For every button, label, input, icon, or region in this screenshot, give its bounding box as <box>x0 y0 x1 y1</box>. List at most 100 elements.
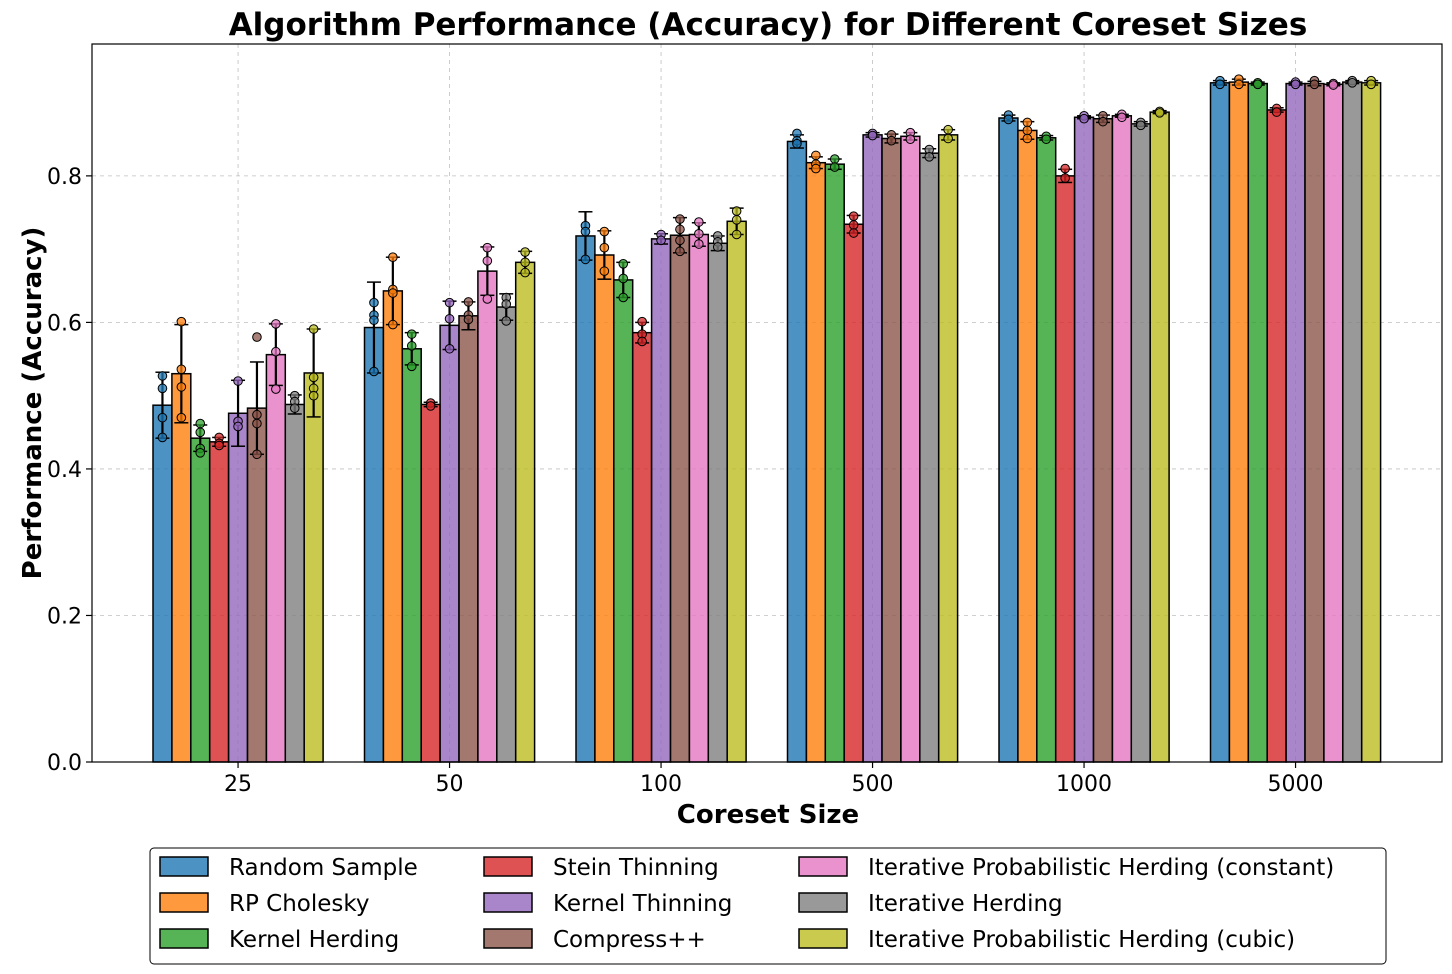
bar <box>594 254 615 763</box>
data-point <box>886 135 897 146</box>
bar <box>1149 111 1170 763</box>
bar <box>1130 123 1151 763</box>
data-point <box>195 448 206 458</box>
data-point <box>792 138 802 149</box>
data-point <box>482 294 493 304</box>
y-axis-label: Performance (Accuracy) <box>18 227 48 580</box>
x-tick-label: 100 <box>640 772 682 797</box>
legend-swatch <box>798 856 848 877</box>
data-point <box>1022 117 1033 128</box>
data-point <box>848 228 859 238</box>
legend-swatch <box>798 892 848 913</box>
data-point <box>444 313 455 324</box>
bar <box>862 134 883 763</box>
bar <box>1017 129 1038 763</box>
data-point <box>388 252 398 263</box>
bar <box>707 242 728 763</box>
legend-swatch <box>483 892 533 913</box>
data-point <box>157 383 168 394</box>
data-point <box>618 273 629 284</box>
bar <box>246 407 268 763</box>
bar <box>824 163 845 763</box>
data-point <box>369 315 379 326</box>
data-point <box>1060 173 1070 183</box>
data-point <box>520 257 530 268</box>
y-tick-label: 0.4 <box>47 458 82 483</box>
data-point <box>943 133 953 144</box>
data-point <box>712 242 723 252</box>
y-tick-label: 0.2 <box>47 604 82 629</box>
bar <box>688 233 710 763</box>
data-point <box>731 229 742 240</box>
y-tick-label: 0.8 <box>47 165 82 190</box>
data-point <box>848 211 859 221</box>
data-point <box>675 246 685 257</box>
legend-swatch <box>798 928 848 949</box>
bar <box>439 324 460 763</box>
bar <box>152 404 173 763</box>
data-point <box>406 341 417 351</box>
data-point <box>1117 112 1127 123</box>
bar <box>1360 82 1382 763</box>
data-point <box>1234 79 1244 90</box>
data-point <box>252 449 262 460</box>
data-point <box>425 401 436 411</box>
data-point <box>252 418 262 429</box>
data-point <box>195 418 206 429</box>
legend-label: Stein Thinning <box>553 855 719 881</box>
bar <box>919 152 940 763</box>
bar <box>208 441 230 763</box>
data-point <box>482 256 493 266</box>
bar <box>726 220 747 763</box>
data-point <box>829 162 840 172</box>
bar <box>171 372 192 763</box>
bar <box>190 437 211 763</box>
data-point <box>501 316 512 326</box>
bar <box>805 161 827 763</box>
x-tick-label: 1000 <box>1056 772 1112 797</box>
data-point <box>157 371 168 381</box>
bar <box>786 140 808 763</box>
data-point <box>811 163 821 174</box>
data-point <box>157 432 168 443</box>
legend-label: Random Sample <box>229 855 418 881</box>
chart-title: Algorithm Performance (Accuracy) for Dif… <box>229 7 1308 43</box>
data-point <box>214 440 224 451</box>
data-point <box>580 254 591 265</box>
data-point <box>637 336 647 347</box>
data-point <box>1347 78 1358 88</box>
data-point <box>656 235 666 246</box>
data-point <box>271 384 281 394</box>
data-point <box>520 267 530 278</box>
data-point <box>308 372 319 383</box>
data-point <box>369 297 379 308</box>
data-point <box>599 266 610 276</box>
legend-box <box>149 847 1387 965</box>
data-point <box>1252 79 1263 90</box>
series-3 <box>208 103 1287 763</box>
bar <box>669 234 691 763</box>
data-point <box>369 366 379 377</box>
data-point <box>176 316 187 327</box>
data-point <box>694 217 704 227</box>
data-point <box>406 361 417 372</box>
data-point <box>848 220 859 230</box>
x-tick-label: 500 <box>852 772 894 797</box>
data-point <box>308 324 319 334</box>
data-point <box>271 319 281 329</box>
bar <box>1266 109 1287 763</box>
bar <box>1342 81 1363 763</box>
legend-swatch <box>159 856 209 877</box>
data-point <box>444 297 455 308</box>
legend-label: Kernel Thinning <box>553 891 732 917</box>
bar <box>1073 116 1095 763</box>
bar-groups <box>152 74 1382 763</box>
bar <box>477 270 498 763</box>
bar <box>998 117 1019 763</box>
bar <box>881 137 902 763</box>
data-point <box>580 226 591 237</box>
legend-label: Iterative Probabilistic Herding (constan… <box>868 855 1334 881</box>
data-point <box>811 150 821 161</box>
data-point <box>675 235 685 246</box>
